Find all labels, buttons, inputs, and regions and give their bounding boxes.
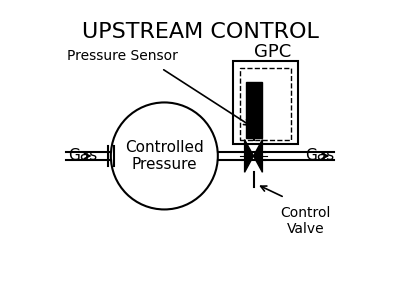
Text: Controlled
Pressure: Controlled Pressure [125,140,204,172]
Text: GPC: GPC [254,43,292,61]
Text: UPSTREAM CONTROL: UPSTREAM CONTROL [82,22,318,42]
Bar [240,68,291,140]
Text: Gas: Gas [68,148,97,164]
Text: Control
Valve: Control Valve [280,206,331,236]
Polygon shape [244,140,254,172]
Text: Gas: Gas [306,148,335,164]
Bar [246,82,262,138]
Text: Pressure Sensor: Pressure Sensor [67,50,178,63]
Polygon shape [254,140,262,172]
Bar [233,61,298,144]
